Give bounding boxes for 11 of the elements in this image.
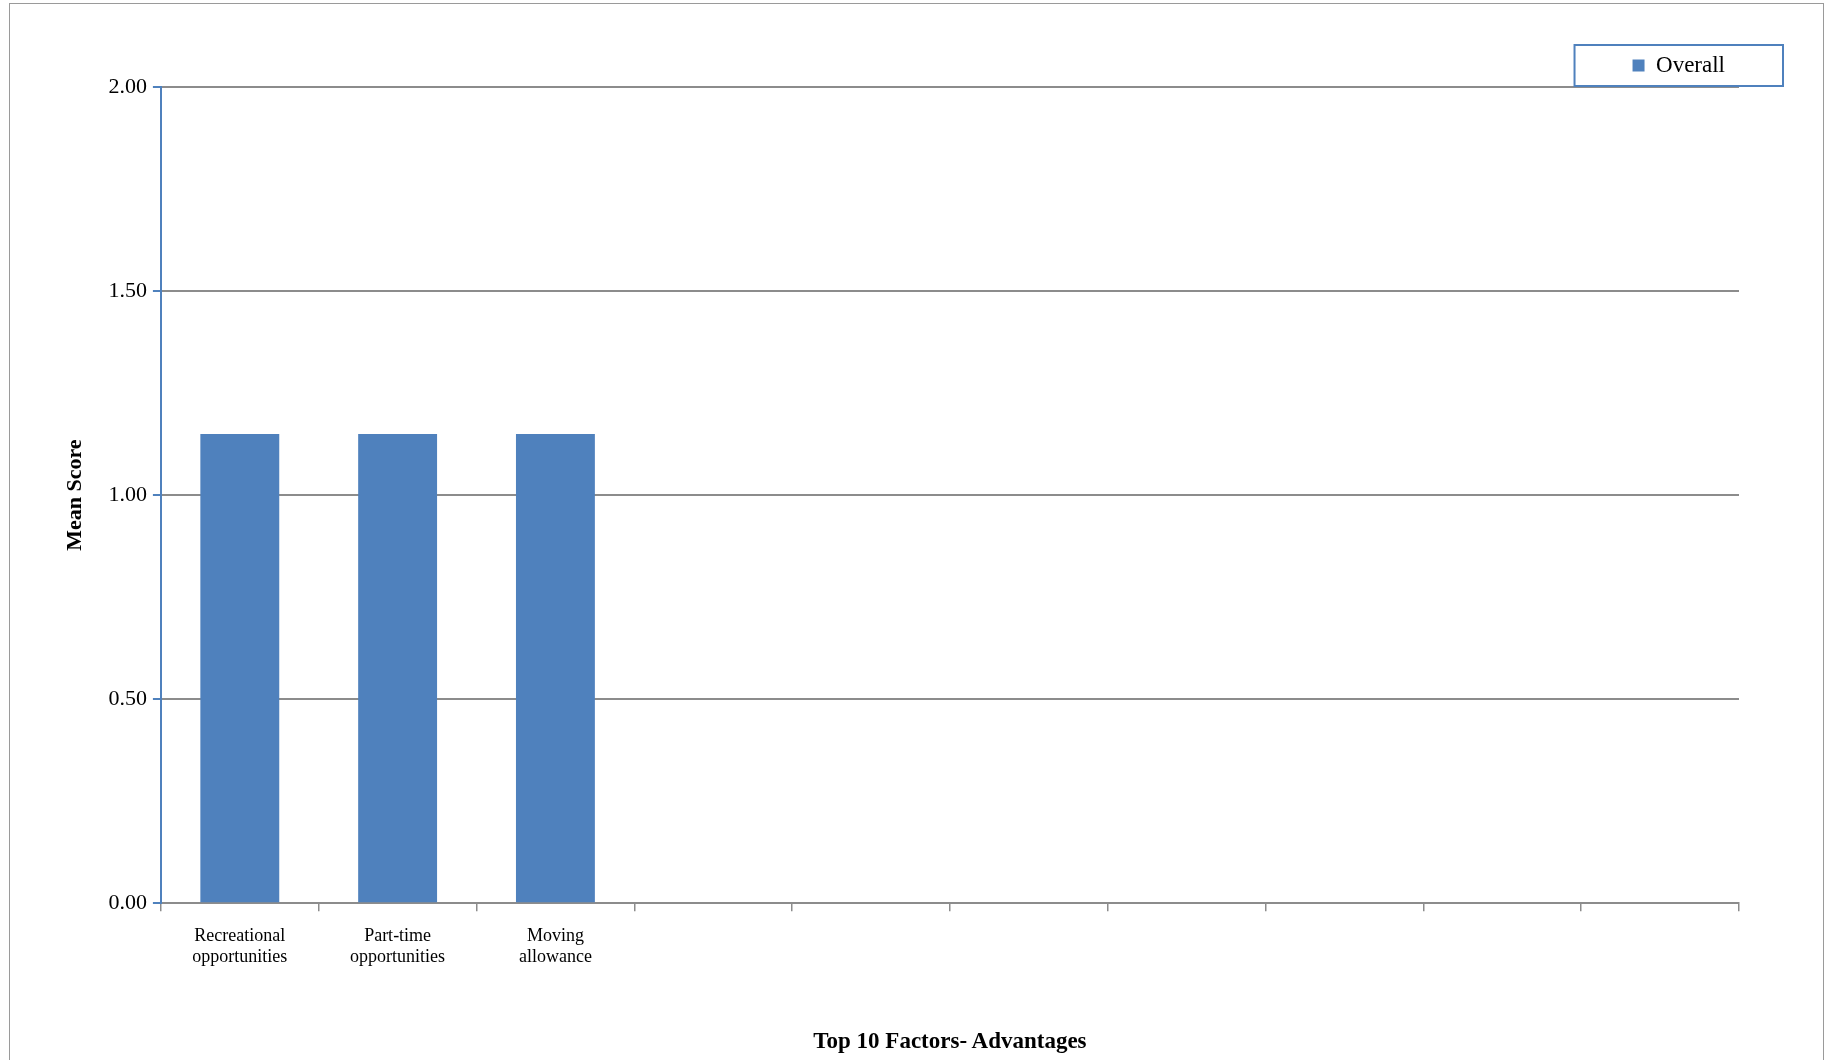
x-tick-label: Recreational opportunities	[192, 924, 288, 967]
y-tick-label: 0.50	[108, 684, 147, 710]
y-tick-label: 2.00	[108, 72, 147, 98]
x-tick-label: Moving allowance	[518, 924, 592, 967]
x-tick-label: Part-time opportunities	[350, 924, 446, 967]
y-tick-label: 1.50	[108, 276, 147, 302]
y-tick-label: 0.00	[108, 888, 147, 914]
legend-label: Overall	[1656, 51, 1725, 77]
x-axis-title: Top 10 Factors- Advantages	[813, 1028, 1087, 1054]
y-axis-title: Mean Score	[60, 439, 86, 551]
y-tick-label: 1.00	[108, 480, 147, 506]
